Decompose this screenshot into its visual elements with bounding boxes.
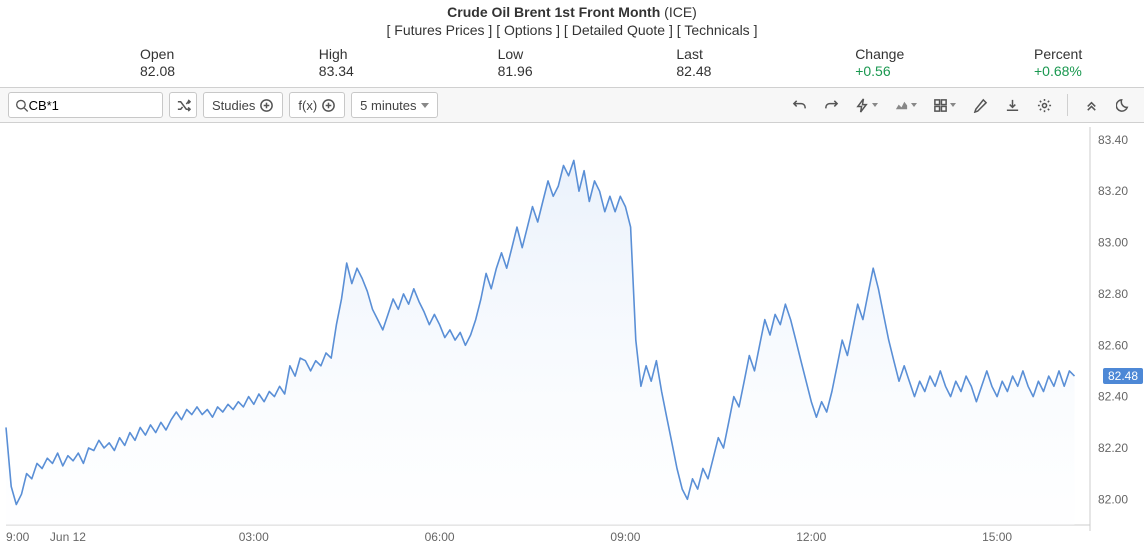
stat-last: Last 82.48 (676, 46, 756, 79)
collapse-button[interactable] (1078, 92, 1104, 118)
stat-low: Low 81.96 (498, 46, 578, 79)
nav-detailed-quote[interactable]: Detailed Quote (572, 22, 665, 38)
download-icon (1005, 98, 1020, 113)
download-button[interactable] (999, 92, 1025, 118)
svg-text:83.20: 83.20 (1098, 184, 1128, 198)
search-icon (15, 98, 29, 113)
stat-last-label: Last (676, 46, 756, 62)
stat-open-value: 82.08 (140, 63, 220, 79)
settings-button[interactable] (1031, 92, 1057, 118)
undo-button[interactable] (786, 92, 812, 118)
svg-text:Jun 12: Jun 12 (50, 530, 86, 544)
nav-links: [ Futures Prices ] [ Options ] [ Detaile… (0, 22, 1144, 38)
caret-down-icon (911, 103, 917, 107)
undo-icon (792, 98, 807, 113)
stat-high-value: 83.34 (319, 63, 399, 79)
events-button[interactable] (850, 92, 883, 118)
title-main: Crude Oil Brent 1st Front Month (447, 4, 660, 20)
chart-area[interactable]: 9:00 Jun 12 03:00 06:00 09:00 12:00 15:00 82.00… (0, 123, 1144, 555)
stat-percent-label: Percent (1034, 46, 1114, 62)
redo-icon (824, 98, 839, 113)
theme-toggle-button[interactable] (1110, 92, 1136, 118)
price-chart: 9:00 Jun 12 03:00 06:00 09:00 12:00 15:00 82.00… (0, 123, 1144, 555)
svg-text:83.00: 83.00 (1098, 236, 1128, 250)
nav-technicals[interactable]: Technicals (684, 22, 749, 38)
plus-circle-icon (259, 98, 274, 113)
stat-change: Change +0.56 (855, 46, 935, 79)
studies-label: Studies (212, 98, 255, 113)
stat-percent: Percent +0.68% (1034, 46, 1114, 79)
title-exchange: (ICE) (664, 4, 697, 20)
interval-label: 5 minutes (360, 98, 416, 113)
nav-options[interactable]: Options (504, 22, 552, 38)
stat-open-label: Open (140, 46, 220, 62)
svg-text:82.20: 82.20 (1098, 441, 1128, 455)
stat-open: Open 82.08 (140, 46, 220, 79)
area-chart-icon (894, 98, 909, 113)
symbol-search[interactable] (8, 92, 163, 118)
last-price-tag: 82.48 (1103, 368, 1143, 384)
chart-type-button[interactable] (889, 92, 922, 118)
svg-text:12:00: 12:00 (796, 530, 826, 544)
caret-down-icon (421, 103, 429, 108)
chart-toolbar: Studies f(x) 5 minutes (0, 87, 1144, 123)
gear-icon (1037, 98, 1052, 113)
stat-high-label: High (319, 46, 399, 62)
redo-button[interactable] (818, 92, 844, 118)
pencil-icon (973, 98, 988, 113)
caret-down-icon (872, 103, 878, 107)
last-price-tag-value: 82.48 (1108, 369, 1138, 383)
nav-futures-prices[interactable]: Futures Prices (394, 22, 484, 38)
stat-low-value: 81.96 (498, 63, 578, 79)
chevrons-up-icon (1084, 98, 1099, 113)
svg-text:82.40: 82.40 (1098, 390, 1128, 404)
page-title: Crude Oil Brent 1st Front Month (ICE) (0, 4, 1144, 20)
svg-text:15:00: 15:00 (982, 530, 1012, 544)
symbol-input[interactable] (29, 98, 156, 113)
stat-high: High 83.34 (319, 46, 399, 79)
layout-button[interactable] (928, 92, 961, 118)
svg-text:03:00: 03:00 (239, 530, 269, 544)
stat-last-value: 82.48 (676, 63, 756, 79)
svg-text:06:00: 06:00 (425, 530, 455, 544)
draw-button[interactable] (967, 92, 993, 118)
svg-text:82.00: 82.00 (1098, 492, 1128, 506)
svg-text:82.60: 82.60 (1098, 338, 1128, 352)
svg-text:83.40: 83.40 (1098, 133, 1128, 147)
stat-change-value: +0.56 (855, 63, 935, 79)
studies-button[interactable]: Studies (203, 92, 283, 118)
lightning-icon (855, 98, 870, 113)
moon-icon (1116, 98, 1131, 113)
fx-button[interactable]: f(x) (289, 92, 345, 118)
stats-row: Open 82.08 High 83.34 Low 81.96 Last 82.… (0, 40, 1144, 87)
layout-grid-icon (933, 98, 948, 113)
plus-circle-icon (321, 98, 336, 113)
interval-button[interactable]: 5 minutes (351, 92, 437, 118)
compare-button[interactable] (169, 92, 197, 118)
stat-change-label: Change (855, 46, 935, 62)
stat-low-label: Low (498, 46, 578, 62)
svg-text:09:00: 09:00 (610, 530, 640, 544)
stat-percent-value: +0.68% (1034, 63, 1114, 79)
svg-text:82.80: 82.80 (1098, 287, 1128, 301)
svg-text:9:00: 9:00 (6, 530, 30, 544)
fx-label: f(x) (298, 98, 317, 113)
caret-down-icon (950, 103, 956, 107)
toolbar-separator (1067, 94, 1068, 116)
shuffle-icon (176, 98, 191, 113)
